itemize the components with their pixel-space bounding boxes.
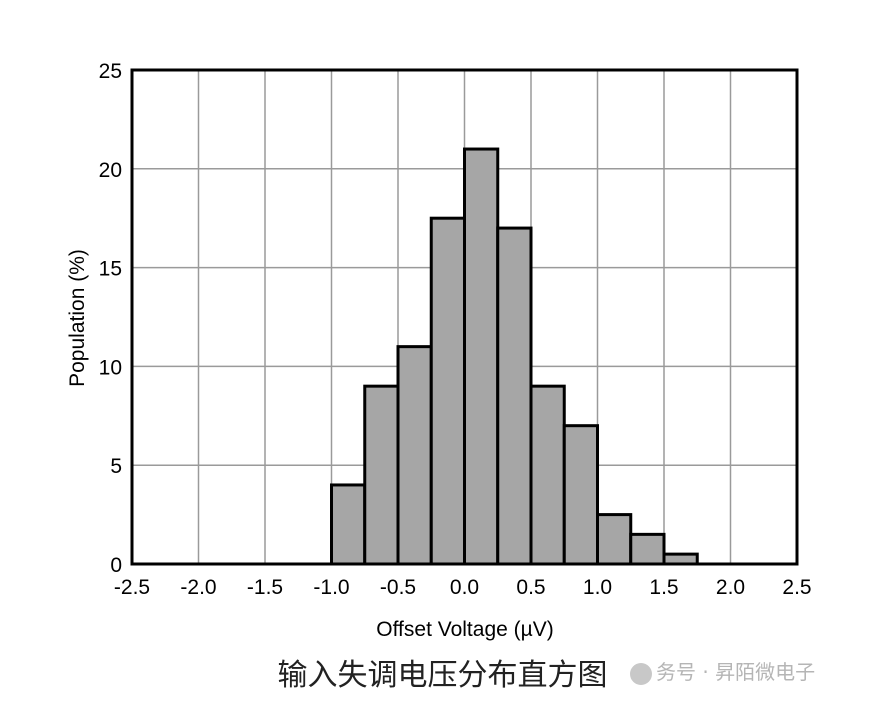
y-tick-label: 10 [99,356,122,379]
watermark: 务号 · 昇陌微电子 [630,656,815,685]
y-tick-labels: 0 5 10 15 20 25 [99,60,122,577]
y-axis-label: Population (%) [66,249,89,387]
histogram-bar [496,226,533,566]
plot-frame [130,68,799,566]
x-tick-labels: -2.5 -2.0 -1.5 -1.0 -0.5 0.0 0.5 1.0 1.5 2.0 2.5 [114,576,812,599]
x-tick-label: -2.0 [180,576,216,599]
x-tick-label: 2.0 [716,576,745,599]
y-tick-label: 0 [110,554,122,577]
y-tick-label: 20 [99,159,122,182]
histogram-bar [562,424,599,566]
histogram-bars [330,147,699,566]
x-tick-label: 0.5 [516,576,545,599]
x-tick-label: -1.5 [247,576,283,599]
histogram-bar [629,532,666,566]
x-axis-label: Offset Voltage (µV) [376,618,553,641]
x-tick-label: 1.5 [649,576,678,599]
histogram-chart: -2.5 -2.0 -1.5 -1.0 -0.5 0.0 0.5 1.0 1.5 2.0 2.5 0… [66,60,812,641]
histogram-bar [429,216,466,566]
x-tick-label: 0.0 [450,576,479,599]
watermark-text: 务号 · 昇陌微电子 [656,660,816,684]
y-tick-label: 25 [99,60,122,83]
histogram-bar [596,513,633,566]
x-tick-label: 1.0 [583,576,612,599]
x-tick-label: -2.5 [114,576,150,599]
x-tick-label: 2.5 [782,576,811,599]
wechat-icon [630,662,652,685]
figure-caption: 输入失调电压分布直方图 [277,658,608,693]
histogram-bar [363,384,400,566]
histogram-bar [330,483,367,566]
x-tick-label: -0.5 [380,576,416,599]
y-tick-label: 5 [110,455,122,478]
histogram-bar [396,345,433,566]
histogram-bar [529,384,566,566]
histogram-bar [463,147,500,566]
y-tick-label: 15 [99,258,122,281]
x-tick-label: -1.0 [313,576,349,599]
